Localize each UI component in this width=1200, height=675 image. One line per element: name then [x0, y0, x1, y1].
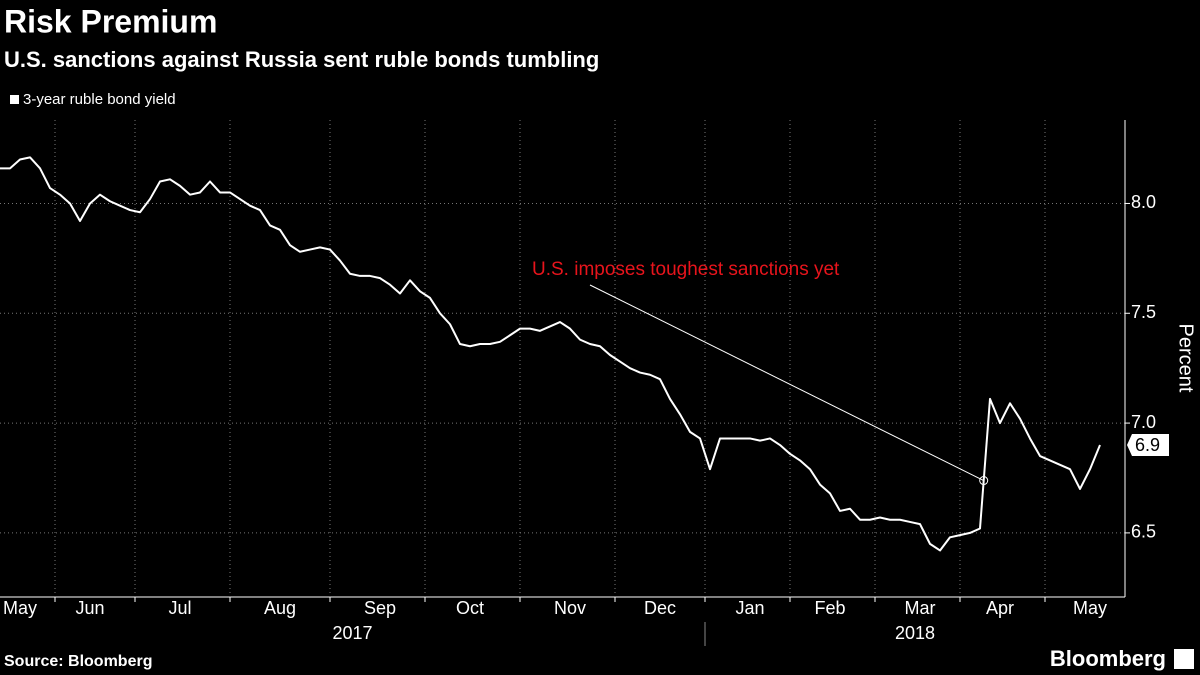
- year-label: 2017: [332, 623, 372, 643]
- last-value-label: 6.9: [1135, 435, 1160, 455]
- year-label: 2018: [895, 623, 935, 643]
- x-tick-label: Dec: [644, 598, 676, 618]
- x-tick-label: Jan: [735, 598, 764, 618]
- y-tick-label: 6.5: [1131, 522, 1156, 542]
- x-tick-label: Mar: [905, 598, 936, 618]
- data-line: [0, 156, 1101, 552]
- annotation: U.S. imposes toughest sanctions yet: [532, 259, 840, 280]
- x-tick-label: Nov: [554, 598, 586, 618]
- y-tick-label: 8.0: [1131, 192, 1156, 212]
- x-tick-label: Jul: [168, 598, 191, 618]
- chart-title: Risk Premium: [4, 3, 217, 39]
- x-tick-label: May: [1073, 598, 1107, 618]
- x-tick-label: May: [3, 598, 37, 618]
- x-tick-label: Jun: [75, 598, 104, 618]
- legend-swatch: [10, 95, 19, 104]
- x-tick-label: Oct: [456, 598, 484, 618]
- annotation-marker: [979, 476, 989, 486]
- y-tick-label: 7.5: [1131, 302, 1156, 322]
- x-tick-label: Apr: [986, 598, 1014, 618]
- legend-label: 3-year ruble bond yield: [23, 91, 176, 108]
- source: Source: Bloomberg: [4, 653, 152, 670]
- x-tick-label: Feb: [814, 598, 845, 618]
- x-tick-label: Aug: [264, 598, 296, 618]
- brand-icon: [1174, 649, 1194, 669]
- y-tick-label: 7.0: [1131, 412, 1156, 432]
- last-value-box: [1127, 434, 1169, 457]
- chart-subtitle: U.S. sanctions against Russia sent ruble…: [4, 47, 599, 72]
- x-tick-label: Sep: [364, 598, 396, 618]
- annotation-leader: [589, 284, 984, 482]
- y-axis-label: Percent: [1175, 324, 1197, 393]
- brand: Bloomberg: [1050, 646, 1166, 671]
